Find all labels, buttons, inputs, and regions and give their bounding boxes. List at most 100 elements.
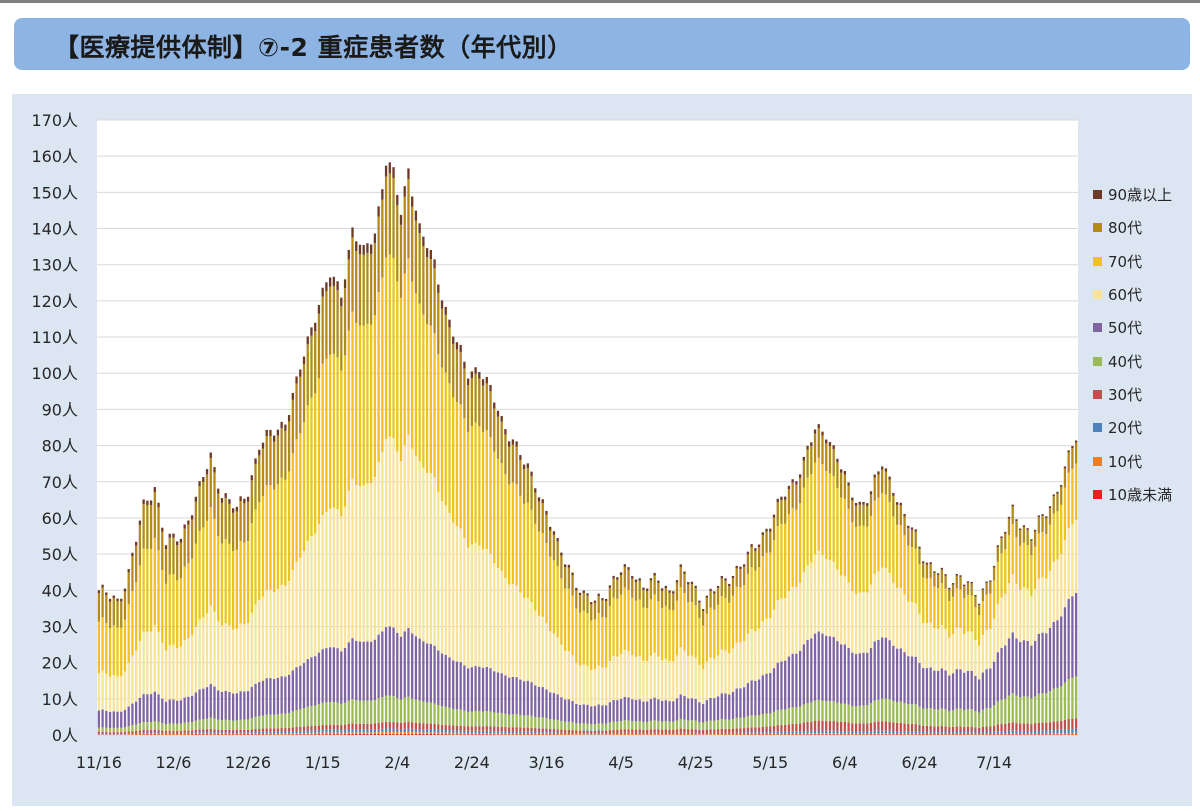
bar-segment-90歳以上 [265,429,268,436]
bar-segment-40代 [679,718,682,729]
bar-segment-60代 [619,653,623,699]
bar-segment-90歳以上 [433,259,436,269]
bar-segment-30代 [239,729,242,733]
bar-segment-10代 [631,734,634,735]
bar-segment-20代 [701,733,705,735]
bar-segment-50代 [873,641,876,701]
bar-segment-60代 [295,561,298,668]
bar-segment-20代 [511,731,515,734]
bar-segment-60代 [425,472,429,644]
bar-segment-60代 [179,646,183,701]
bar-segment-90歳以上 [280,421,283,429]
bar-segment-20代 [985,732,988,734]
bar-segment-90歳以上 [545,510,548,515]
bar-segment-30代 [556,729,559,733]
bar-segment-10歳未満 [474,734,477,735]
bar-segment-60代 [918,613,921,663]
bar-segment-50代 [1037,633,1040,694]
bar-segment-80代 [396,205,399,282]
bar-segment-30代 [493,726,496,732]
bar-segment-10歳未満 [1033,734,1037,735]
bar-segment-10歳未満 [877,734,880,735]
bar-segment-70代 [358,325,362,487]
bar-segment-10代 [772,733,776,735]
bar-segment-70代 [325,358,328,512]
bar-segment-10歳未満 [478,734,481,735]
bar-segment-90歳以上 [314,322,317,332]
bar-segment-10代 [161,733,164,735]
bar-segment-80代 [802,460,805,488]
bar-segment-90歳以上 [825,439,828,444]
bar-segment-10歳未満 [295,734,298,735]
bar-segment-40代 [728,719,731,729]
bar-segment-10代 [582,734,585,735]
bar-segment-80代 [1063,468,1067,488]
bar-segment-30代 [351,723,354,730]
bar-segment-10代 [377,732,380,734]
bar-segment-20代 [657,732,660,735]
bar-segment-30代 [388,721,391,729]
bar-segment-30代 [690,729,694,733]
bar-segment-20代 [366,729,369,733]
bar-segment-20代 [810,730,813,734]
bar-segment-10代 [728,734,731,735]
bar-segment-10代 [336,732,339,735]
bar-segment-50代 [627,697,630,721]
bar-segment-60代 [448,512,451,658]
bar-segment-50代 [787,656,791,709]
bar-segment-30代 [411,722,414,729]
bar-segment-40代 [258,716,261,729]
bar-segment-70代 [869,515,873,585]
bar-segment-60代 [116,676,119,712]
bar-segment-90歳以上 [108,598,112,602]
bar-segment-60代 [631,655,634,700]
bar-segment-50代 [582,704,585,724]
bar-segment-90歳以上 [112,595,115,599]
bar-segment-50代 [899,648,902,702]
bar-segment-40代 [948,711,951,728]
bar-segment-40代 [821,700,824,721]
bar-segment-60代 [351,478,354,639]
bar-segment-70代 [161,570,164,643]
bar-segment-30代 [362,723,365,730]
bar-segment-90歳以上 [258,449,261,456]
bar-segment-20代 [273,731,276,734]
y-tick-label: 110人 [31,328,78,347]
bar-segment-40代 [485,711,488,727]
bar-segment-10代 [515,733,518,735]
legend-swatch [1093,389,1102,399]
bar-segment-60代 [597,665,600,705]
bar-segment-80代 [623,566,626,588]
bar-segment-50代 [858,653,861,706]
bar-segment-80代 [687,584,690,603]
bar-segment-30代 [384,721,388,729]
bar-segment-10代 [989,733,992,735]
bar-segment-40代 [992,705,996,726]
x-tick-label: 11/16 [76,753,122,772]
bar-segment-70代 [396,281,399,452]
bar-segment-10代 [627,734,630,735]
bar-segment-70代 [388,254,391,437]
bar-segment-80代 [411,206,414,282]
bar-segment-10代 [1060,733,1063,735]
bar-segment-80代 [851,500,854,523]
bar-segment-60代 [825,559,828,636]
bar-segment-90歳以上 [563,564,567,568]
bar-segment-40代 [701,722,705,731]
bar-segment-50代 [597,704,600,724]
bar-segment-10歳未満 [1026,734,1029,735]
bar-segment-30代 [306,726,309,731]
bar-segment-20代 [612,732,615,735]
bar-segment-80代 [616,579,619,599]
bar-segment-20代 [575,733,578,735]
bar-segment-80代 [992,567,996,581]
bar-segment-20代 [399,729,403,733]
bar-segment-20代 [627,732,630,735]
y-tick-label: 120人 [31,292,78,311]
bar-segment-30代 [235,730,239,733]
bar-segment-50代 [843,644,847,704]
legend-swatch [1093,223,1102,233]
bar-segment-10歳未満 [403,733,406,735]
bar-segment-50代 [474,666,477,712]
bar-segment-40代 [552,719,556,730]
